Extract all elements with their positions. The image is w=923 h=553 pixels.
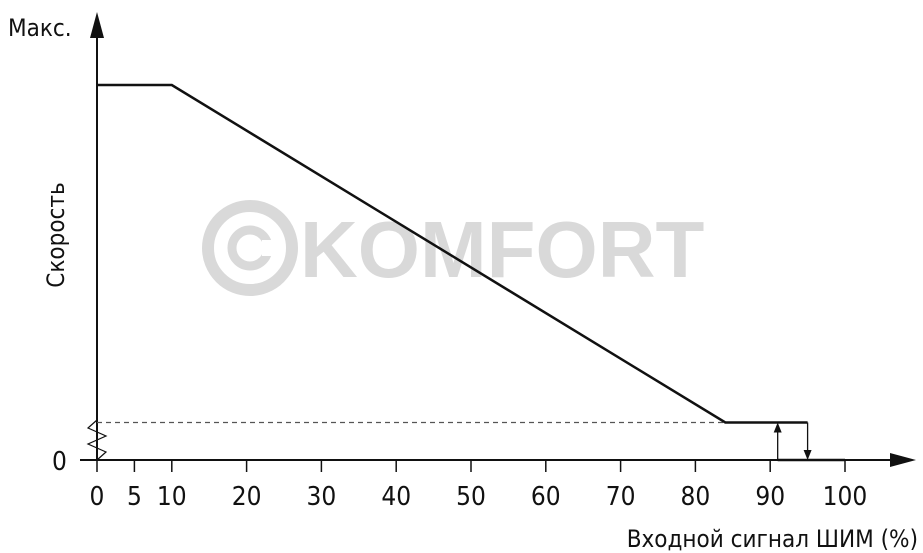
hysteresis-arrows	[773, 422, 812, 460]
x-tick-label-90: 90	[755, 482, 785, 512]
x-tick-label-80: 80	[681, 482, 711, 512]
x-tick-label-30: 30	[307, 482, 337, 512]
x-tick-label-50: 50	[456, 482, 486, 512]
x-tick-label-0: 0	[90, 482, 105, 512]
switch-on-arrow-head	[773, 422, 782, 433]
y-axis-arrow	[90, 12, 104, 38]
watermark-text: KOMFORT	[300, 205, 705, 294]
series-line-0	[97, 83, 808, 424]
x-tick-label-60: 60	[531, 482, 561, 512]
y-zero-label: 0	[52, 447, 67, 477]
x-tick-label-20: 20	[232, 482, 262, 512]
x-tick-label-70: 70	[606, 482, 636, 512]
x-axis-arrow	[890, 453, 916, 467]
x-tick-label-100: 100	[823, 482, 868, 512]
y-axis-title: Скорость	[42, 182, 70, 287]
x-axis-title: Входной сигнал ШИМ (%)	[627, 525, 918, 553]
x-tick-label-10: 10	[157, 482, 187, 512]
x-tick-label-40: 40	[381, 482, 411, 512]
copyright-icon	[202, 200, 298, 296]
series-group	[97, 83, 845, 462]
axis-break-zigzag	[86, 419, 108, 461]
watermark: KOMFORT	[202, 200, 705, 296]
x-ticks: 0 5 10 20 30 40 50 60 70 80 90 100	[90, 460, 868, 512]
x-tick-label-5: 5	[127, 482, 142, 512]
switch-off-arrow-head	[803, 450, 812, 460]
y-max-label: Макс.	[8, 14, 72, 42]
